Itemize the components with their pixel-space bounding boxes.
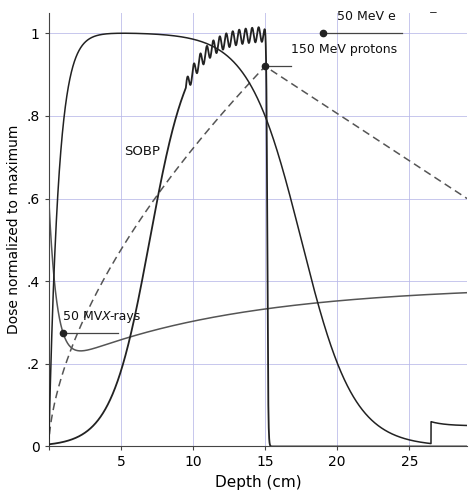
Y-axis label: Dose normalized to maximum: Dose normalized to maximum	[7, 125, 21, 334]
Text: 50 MeV e: 50 MeV e	[337, 10, 396, 23]
X-axis label: Depth (cm): Depth (cm)	[215, 475, 301, 490]
Text: 150 MeV protons: 150 MeV protons	[291, 43, 397, 56]
Text: 50 MV: 50 MV	[63, 310, 107, 323]
Text: −: −	[429, 7, 438, 17]
Text: SOBP: SOBP	[124, 145, 160, 158]
Text: -rays: -rays	[109, 310, 141, 323]
Text: X: X	[101, 310, 110, 323]
